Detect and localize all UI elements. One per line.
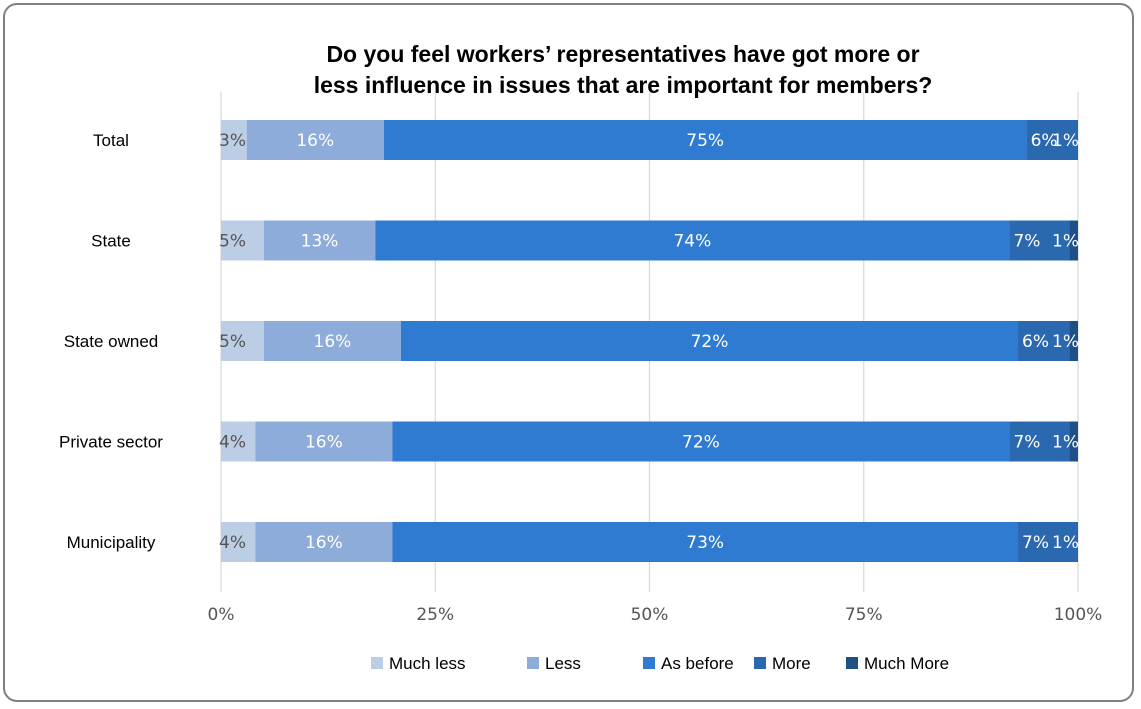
data-label: 16% — [305, 433, 343, 453]
bar-segment-less — [263, 220, 376, 261]
chart-title-line-1: Do you feel workers’ representatives hav… — [326, 41, 919, 67]
data-label: 5% — [219, 232, 246, 252]
data-label: 16% — [305, 533, 343, 553]
x-tick-label: 0% — [208, 605, 235, 625]
bar-segment-less — [255, 421, 393, 462]
data-label: 16% — [314, 332, 352, 352]
bar-segment-as-before — [400, 321, 1019, 361]
x-tick-label: 25% — [416, 605, 454, 625]
legend-item-much-more: Much More — [846, 654, 949, 673]
bar-segment-as-before — [375, 220, 1010, 261]
data-label: 7% — [1013, 232, 1040, 252]
legend-swatch — [371, 657, 383, 669]
legend-swatch — [754, 657, 766, 669]
bar-segment-much-less — [221, 321, 264, 361]
legend: Much less Less As before More Much More — [371, 654, 949, 673]
legend-swatch — [643, 657, 655, 669]
legend-label: As before — [661, 654, 734, 673]
bar-segment-less — [246, 120, 384, 160]
bar-segment-much-more — [1069, 321, 1078, 361]
legend-label: Less — [545, 654, 581, 673]
data-label: 74% — [673, 232, 711, 252]
bar-segment-more — [1009, 421, 1070, 462]
legend-swatch — [846, 657, 858, 669]
data-label: 72% — [691, 332, 729, 352]
bar-segment-much-less — [221, 220, 264, 261]
data-label: 1% — [1052, 533, 1079, 553]
data-label: 73% — [686, 533, 724, 553]
category-label: State owned — [64, 332, 159, 351]
chart-title-line-2: less influence in issues that are import… — [314, 72, 933, 98]
bar-segment-less — [263, 321, 401, 361]
legend-label: Much More — [864, 654, 949, 673]
chart-title: Do you feel workers’ representatives hav… — [314, 41, 933, 98]
legend-label: More — [772, 654, 811, 673]
bar-segment-as-before — [392, 421, 1010, 462]
legend-item-less: Less — [527, 654, 581, 673]
bar-segment-much-less — [221, 120, 247, 160]
x-tick-label: 75% — [845, 605, 883, 625]
bar-segment-more — [1018, 522, 1078, 562]
data-label: 72% — [682, 433, 720, 453]
bar-segment-much-more — [1069, 421, 1078, 462]
data-label: 3% — [219, 131, 246, 151]
legend-item-much-less: Much less — [371, 654, 466, 673]
data-label: 5% — [219, 332, 246, 352]
bar-segment-much-less — [221, 522, 256, 562]
data-label: 16% — [296, 131, 334, 151]
data-label: 75% — [686, 131, 724, 151]
legend-item-as-before: As before — [643, 654, 734, 673]
legend-swatch — [527, 657, 539, 669]
data-label: 1% — [1052, 332, 1079, 352]
data-label: 1% — [1052, 433, 1079, 453]
data-label: 4% — [219, 533, 246, 553]
bar-segment-much-less — [221, 421, 256, 462]
x-axis-tick-labels: 0% 25% 50% 75% 100% — [208, 605, 1103, 625]
bar-segment-more — [1018, 321, 1070, 361]
category-labels: Total State State owned Private sector Munic… — [59, 131, 163, 552]
legend-label: Much less — [389, 654, 466, 673]
bars: 3% 16% 75% 6%1%5% 13% 74% 7% 1%5% 16% 72% 6% 1%4% 16… — [219, 120, 1079, 562]
bar-segment-more — [1009, 220, 1070, 261]
data-label: 4% — [219, 433, 246, 453]
category-label: State — [91, 232, 131, 251]
category-label: Total — [93, 131, 129, 150]
category-label: Municipality — [67, 533, 156, 552]
x-tick-label: 50% — [631, 605, 669, 625]
bar-segment-more — [1026, 120, 1078, 160]
data-label: 6% — [1022, 332, 1049, 352]
data-label: 1% — [1052, 232, 1079, 252]
data-label: 6% — [1031, 131, 1058, 151]
data-label: 7% — [1013, 433, 1040, 453]
category-label: Private sector — [59, 433, 163, 452]
data-label: 7% — [1022, 533, 1049, 553]
data-label: 13% — [301, 232, 339, 252]
bar-segment-less — [255, 522, 393, 562]
data-label: 1% — [1052, 131, 1079, 151]
x-tick-label: 100% — [1054, 605, 1103, 625]
bar-segment-much-more — [1069, 220, 1078, 261]
bar-segment-as-before — [383, 120, 1027, 160]
legend-item-more: More — [754, 654, 811, 673]
bar-segment-as-before — [392, 522, 1019, 562]
